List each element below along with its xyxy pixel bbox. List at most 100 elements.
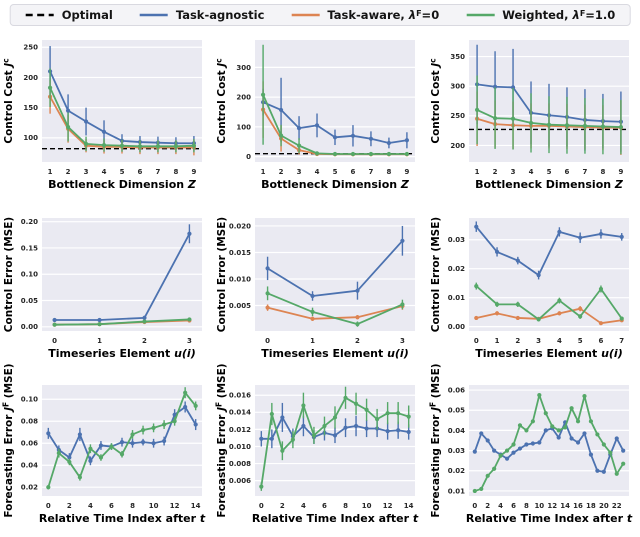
svg-text:5: 5	[333, 168, 338, 176]
svg-text:8: 8	[524, 502, 529, 510]
svg-text:8: 8	[343, 502, 348, 510]
svg-text:9: 9	[191, 168, 196, 176]
plot-area	[469, 385, 629, 496]
series-blue	[52, 224, 192, 323]
svg-text:2: 2	[355, 337, 360, 345]
svg-text:3: 3	[297, 168, 302, 176]
svg-text:14: 14	[560, 502, 570, 510]
series-green	[474, 282, 624, 322]
svg-text:6: 6	[599, 337, 604, 345]
legend-label-task-agnostic: Task-agnostic	[175, 8, 265, 22]
y-axis-ticks: 0.00 0.05 0.10 0.15 0.20	[21, 218, 38, 331]
svg-text:2: 2	[142, 337, 147, 345]
svg-text:0: 0	[52, 337, 57, 345]
legend-item-task-aware: Task-aware, λF=0	[290, 8, 439, 22]
y-axis-ticks: 0.00 0.01 0.02 0.03	[448, 236, 465, 331]
svg-text:9: 9	[618, 168, 623, 176]
x-axis-label: Relative Time Index after t	[466, 512, 633, 525]
svg-text:0.00: 0.00	[21, 323, 38, 331]
svg-text:0: 0	[46, 502, 51, 510]
svg-text:0.020: 0.020	[229, 222, 251, 230]
svg-text:2: 2	[67, 502, 72, 510]
svg-text:2: 2	[485, 502, 490, 510]
legend-label-optimal: Optimal	[61, 8, 113, 22]
x-axis-label: Bottleneck Dimension Z	[261, 178, 410, 191]
x-axis-ticks: 0 1 2 3	[52, 337, 192, 345]
svg-text:12: 12	[547, 502, 557, 510]
svg-text:1: 1	[495, 337, 500, 345]
y-axis-ticks: 0.006 0.008 0.010 0.012 0.014 0.016	[229, 392, 251, 485]
svg-text:0.05: 0.05	[448, 407, 465, 415]
svg-text:8: 8	[173, 168, 178, 176]
svg-text:0.010: 0.010	[229, 443, 251, 451]
svg-text:0.006: 0.006	[229, 477, 251, 485]
svg-text:2: 2	[493, 168, 498, 176]
series-blue	[474, 221, 624, 280]
legend-item-optimal: Optimal	[25, 8, 113, 22]
legend-label-task-aware: Task-aware, λF=0	[327, 8, 440, 22]
svg-text:0.01: 0.01	[448, 487, 465, 495]
series-green	[47, 68, 197, 153]
svg-text:6: 6	[109, 502, 114, 510]
svg-text:0.15: 0.15	[21, 244, 38, 252]
svg-text:0.02: 0.02	[448, 467, 465, 475]
green-line-swatch	[466, 13, 495, 17]
svg-text:5: 5	[547, 168, 552, 176]
svg-text:0.20: 0.20	[21, 218, 38, 226]
series-green	[260, 44, 410, 157]
svg-text:16: 16	[573, 502, 583, 510]
svg-text:4: 4	[301, 502, 306, 510]
y-axis-label: Control Error (MSE)	[430, 217, 442, 332]
charts-grid: 100 150 200 250 1 2 3 4 5 6 7 8 9 Bottleneck Dimensio…	[0, 33, 640, 532]
svg-text:8: 8	[386, 168, 391, 176]
svg-text:0.06: 0.06	[21, 440, 38, 448]
svg-text:0: 0	[474, 337, 479, 345]
y-axis-label: Forecasting Error JF (MSE)	[2, 363, 16, 517]
subplot-forecasting-error-3: 0.01 0.02 0.03 0.04 0.05 0.06 0 2 4 6 8 10 12 14 16 18 2…	[427, 363, 640, 532]
svg-text:0.016: 0.016	[229, 392, 251, 400]
svg-text:3: 3	[536, 337, 541, 345]
svg-text:0: 0	[246, 153, 251, 161]
y-axis-ticks: 200 250 300 350	[450, 53, 465, 150]
svg-text:3: 3	[187, 337, 192, 345]
svg-text:0.015: 0.015	[229, 249, 251, 257]
svg-text:100: 100	[23, 134, 38, 142]
svg-text:1: 1	[48, 168, 53, 176]
svg-text:10: 10	[534, 502, 544, 510]
x-axis-label: Timeseries Element u(i)	[48, 347, 195, 360]
x-axis-ticks: 0 1 2 3	[265, 337, 405, 345]
svg-text:7: 7	[583, 168, 588, 176]
series-green	[259, 386, 411, 491]
svg-text:4: 4	[315, 168, 320, 176]
x-axis-ticks: 0 2 4 6 8 10 12 14	[46, 502, 201, 510]
legend-label-weighted: Weighted, λF=1.0	[502, 8, 616, 22]
svg-text:0.02: 0.02	[448, 265, 465, 273]
svg-text:0.02: 0.02	[21, 484, 38, 492]
x-axis-ticks: 1 2 3 4 5 6 7 8 9	[48, 168, 197, 176]
svg-text:250: 250	[450, 112, 465, 120]
series-green	[46, 387, 198, 490]
x-axis-label: Relative Time Index after t	[39, 512, 206, 525]
svg-text:1: 1	[475, 168, 480, 176]
svg-text:350: 350	[450, 53, 465, 61]
y-axis-label: Control Cost Jc	[215, 58, 229, 143]
y-axis-ticks: 0.02 0.04 0.06 0.08 0.10	[21, 396, 38, 492]
svg-text:200: 200	[23, 74, 38, 82]
svg-text:0.00: 0.00	[448, 323, 465, 331]
svg-text:4: 4	[88, 502, 93, 510]
svg-text:9: 9	[404, 168, 409, 176]
y-axis-label: Control Error (MSE)	[3, 217, 15, 332]
svg-text:0.005: 0.005	[229, 302, 251, 310]
subplot-control-cost-1: 100 150 200 250 1 2 3 4 5 6 7 8 9 Bottleneck Dimensio…	[0, 33, 213, 198]
svg-text:14: 14	[404, 502, 414, 510]
subplot-control-cost-3: 200 250 300 350 1 2 3 4 5 6 7 8 9 Bottleneck Dimensio…	[427, 33, 640, 198]
svg-text:22: 22	[612, 502, 622, 510]
svg-text:0.03: 0.03	[448, 236, 465, 244]
y-axis-label: Control Cost Jc	[429, 58, 443, 143]
y-axis-ticks: 0.01 0.02 0.03 0.04 0.05 0.06	[448, 386, 465, 495]
chart-svg-control-cost-vs-bottleneck-3: 200 250 300 350 1 2 3 4 5 6 7 8 9 Bottleneck Dimensio…	[429, 40, 629, 191]
svg-text:0: 0	[472, 502, 477, 510]
legend-item-task-agnostic: Task-agnostic	[139, 8, 265, 22]
svg-text:4: 4	[529, 168, 534, 176]
svg-text:1: 1	[97, 337, 102, 345]
